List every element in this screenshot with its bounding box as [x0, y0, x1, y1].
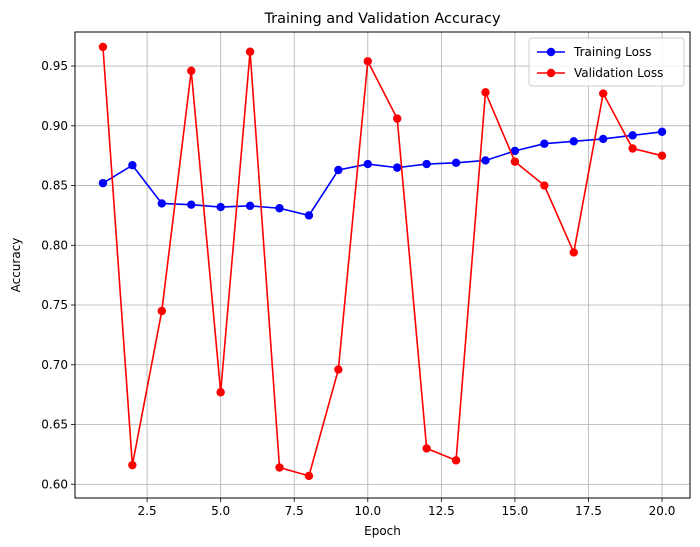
data-point [98, 42, 108, 52]
x-tick-label: 20.0 [649, 504, 676, 518]
legend-item: Validation Loss [537, 66, 663, 80]
data-point [304, 211, 314, 220]
data-point [628, 131, 637, 140]
series-layer [98, 42, 667, 481]
data-point [128, 460, 137, 470]
legend: Training Loss Validation Loss [528, 37, 685, 87]
y-tick-label: 0.85 [41, 179, 68, 193]
data-point [481, 88, 490, 97]
data-point [216, 202, 225, 212]
data-point [540, 181, 549, 190]
data-point [540, 139, 549, 148]
data-point [363, 159, 372, 169]
data-point [98, 178, 108, 188]
series-training-loss [98, 127, 667, 220]
y-axis-label: Accuracy [9, 238, 23, 293]
data-point [363, 57, 372, 66]
data-point [422, 444, 431, 453]
x-tick-label: 7.5 [285, 504, 304, 518]
data-point [481, 156, 490, 165]
y-tick-label: 0.60 [41, 477, 68, 491]
legend-label: Validation Loss [574, 66, 663, 80]
y-tick-label: 0.80 [41, 238, 68, 252]
x-axis-label: Epoch [364, 524, 401, 538]
x-tick-label: 5.0 [211, 504, 230, 518]
data-point [334, 365, 343, 374]
legend-label: Training Loss [573, 45, 651, 59]
data-point [510, 146, 520, 156]
series-validation-loss [98, 42, 667, 481]
legend-marker [546, 47, 556, 57]
plot-frame [74, 31, 691, 499]
y-tick-label: 0.75 [41, 298, 68, 312]
data-point [422, 159, 431, 169]
x-tick-label: 17.5 [575, 504, 602, 518]
series-line [102, 46, 663, 477]
data-point [569, 137, 578, 146]
legend-marker [546, 68, 556, 78]
y-tick-label: 0.65 [41, 418, 68, 432]
data-point [393, 163, 402, 172]
series-line [102, 130, 663, 217]
data-point [657, 151, 667, 160]
data-point [157, 199, 167, 208]
data-point [304, 471, 314, 481]
x-tick-label: 12.5 [428, 504, 455, 518]
data-point [628, 144, 637, 153]
data-point [598, 134, 608, 144]
grid [75, 32, 690, 498]
data-point [569, 248, 578, 257]
data-point [598, 89, 608, 98]
y-tick-label: 0.70 [41, 358, 68, 372]
legend-frame [528, 37, 685, 87]
x-tick-label: 10.0 [354, 504, 381, 518]
data-point [657, 127, 667, 136]
data-point [275, 463, 284, 472]
data-point [216, 388, 225, 397]
data-point [451, 158, 461, 168]
y-tick-label: 0.90 [41, 119, 68, 133]
data-point [510, 157, 520, 166]
data-point [245, 47, 255, 56]
data-point [157, 306, 167, 316]
data-point [275, 204, 284, 213]
x-ticks: 2.5 5.0 7.5 10.0 12.5 15.0 17.5 20.0 [138, 498, 676, 518]
data-point [187, 66, 196, 76]
legend-item: Training Loss [537, 45, 651, 59]
y-ticks: 0.60 0.65 0.70 0.75 0.80 0.85 0.90 0.95 [41, 59, 75, 491]
data-point [245, 201, 255, 211]
data-point [393, 114, 402, 123]
data-point [187, 200, 196, 209]
data-point [334, 165, 343, 175]
data-point [451, 456, 461, 465]
y-tick-label: 0.95 [41, 59, 68, 73]
chart-title: Training and Validation Accuracy [263, 11, 501, 27]
data-point [128, 161, 137, 170]
x-tick-label: 15.0 [502, 504, 529, 518]
x-tick-label: 2.5 [138, 504, 157, 518]
